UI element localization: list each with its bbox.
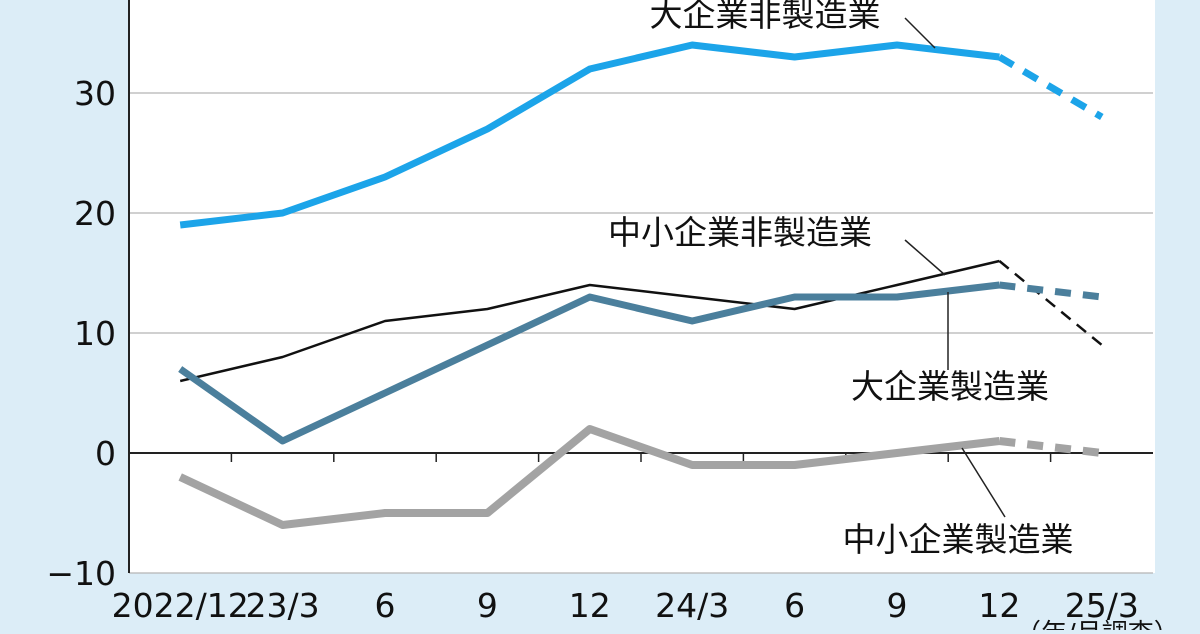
forecast-line (998, 281, 1103, 301)
series-line (178, 425, 1000, 529)
series-line (179, 41, 1000, 229)
y-tick-label: −10 (46, 554, 116, 593)
x-tick-label: 6 (375, 586, 396, 625)
forecast-line (998, 260, 1103, 346)
forecast-line (997, 53, 1104, 121)
x-tick-label: 6 (784, 586, 805, 625)
x-tick-label: 12 (978, 586, 1020, 625)
x-tick-label: 23/3 (246, 586, 320, 625)
x-tick-label: 12 (569, 586, 611, 625)
series-line (178, 281, 1000, 445)
series-label: 中小企業製造業 (843, 520, 1074, 559)
series-label: 大企業非製造業 (650, 0, 881, 34)
y-tick-label: 0 (95, 434, 116, 473)
forecast-line (998, 437, 1103, 457)
y-tick-label: 20 (74, 194, 116, 233)
leader-line (961, 447, 1006, 518)
series-label: 大企業製造業 (851, 367, 1049, 406)
y-tick-label: 30 (74, 74, 116, 113)
leader-line (904, 239, 946, 276)
y-tick-label: 10 (74, 314, 116, 353)
x-tick-label: 9 (887, 586, 908, 625)
leader-line (904, 17, 936, 49)
series-line (179, 259, 1000, 383)
x-tick-label: 9 (477, 586, 498, 625)
x-tick-label: 2022/12 (112, 586, 249, 625)
x-tick-label: 24/3 (655, 586, 729, 625)
series-label: 中小企業非製造業 (608, 213, 872, 252)
x-tick-label: 25/3 (1065, 586, 1139, 625)
